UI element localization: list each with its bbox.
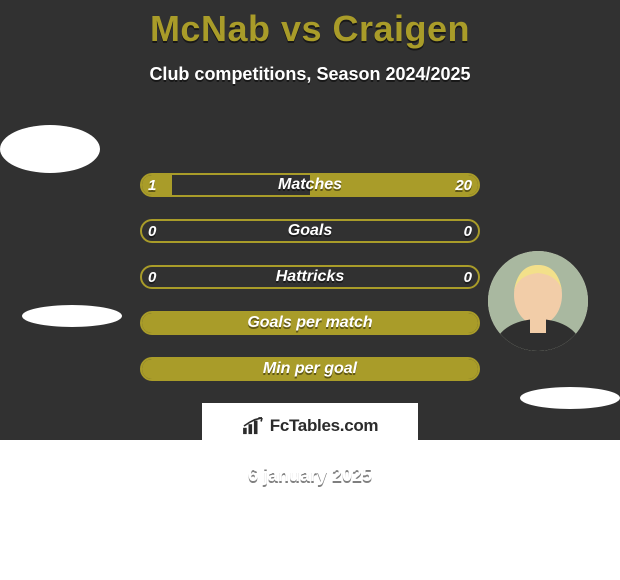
stat-fill-right (310, 175, 478, 195)
page-title: McNab vs Craigen (0, 8, 620, 50)
stat-row: Matches120 (140, 173, 480, 197)
stat-track (140, 219, 480, 243)
subtitle: Club competitions, Season 2024/2025 (0, 64, 620, 85)
player-left-name-pill (22, 305, 122, 327)
stat-fill-right (310, 359, 478, 379)
stat-fill-left (142, 175, 172, 195)
stat-row: Min per goal (140, 357, 480, 381)
player-right-avatar (488, 251, 588, 351)
stat-fill-left (142, 359, 310, 379)
content-area: Matches120 Goals00 Hattricks00 Goals per ma… (0, 125, 620, 381)
stat-bars: Matches120 Goals00 Hattricks00 Goals per ma… (140, 173, 480, 381)
stat-fill-right (310, 313, 478, 333)
avatar-svg (488, 251, 588, 351)
stat-fill-left (142, 313, 310, 333)
player-left-avatar-placeholder (0, 125, 100, 173)
stat-track (140, 311, 480, 335)
player-right-name-pill (520, 387, 620, 409)
generation-date: 6 january 2025 (0, 465, 620, 486)
stat-track (140, 357, 480, 381)
stat-track (140, 173, 480, 197)
stat-row: Goals00 (140, 219, 480, 243)
logo-text: FcTables.com (270, 416, 379, 436)
stat-row: Goals per match (140, 311, 480, 335)
stat-track (140, 265, 480, 289)
fctables-logo-icon (242, 417, 264, 435)
logo-box: FcTables.com (202, 403, 418, 449)
stat-row: Hattricks00 (140, 265, 480, 289)
comparison-card: McNab vs Craigen Club competitions, Seas… (0, 0, 620, 440)
